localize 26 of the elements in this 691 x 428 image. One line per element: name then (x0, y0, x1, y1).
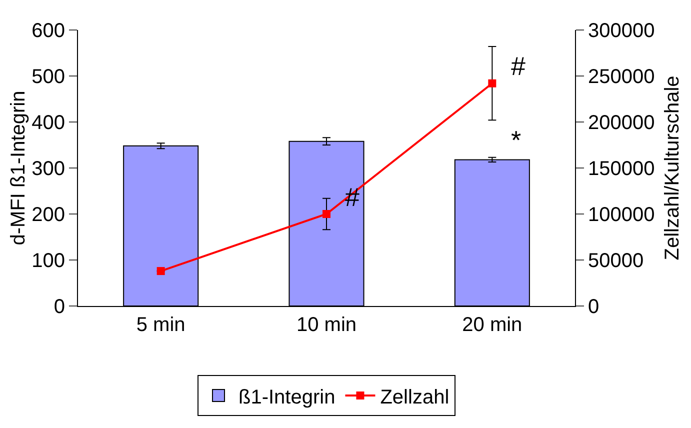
y2-tick-label: 100000 (588, 204, 655, 226)
y-tick-label: 400 (32, 112, 65, 134)
y-tick-label: 0 (54, 296, 65, 318)
y-tick-label: 300 (32, 158, 65, 180)
y2-tick-label: 0 (588, 296, 600, 318)
y-tick-label: 600 (32, 20, 65, 42)
annotation: # (511, 51, 526, 81)
point (322, 210, 330, 218)
point (488, 79, 496, 88)
y2-axis-title: Zellzahl/Kulturschale (661, 76, 684, 260)
y-tick-label: 100 (32, 250, 65, 272)
annotation: * (511, 125, 522, 155)
legend-label: Zellzahl (380, 386, 450, 408)
y2-tick-label: 150000 (588, 158, 655, 180)
legend-label: ß1-Integrin (238, 386, 336, 408)
x-tick-label: 5 min (136, 314, 186, 336)
y2-tick-label: 300000 (588, 20, 655, 42)
y2-tick-label: 200000 (588, 112, 655, 134)
x-tick-label: 20 min (462, 314, 522, 336)
y2-tick-label: 250000 (588, 66, 655, 88)
y-tick-label: 200 (32, 204, 65, 226)
point (156, 267, 165, 276)
y-tick-label: 500 (32, 66, 65, 88)
y-axis-title: d-MFI ß1-Integrin (8, 90, 30, 246)
x-tick-label: 10 min (296, 314, 357, 336)
y2-tick-label: 50000 (588, 250, 644, 272)
